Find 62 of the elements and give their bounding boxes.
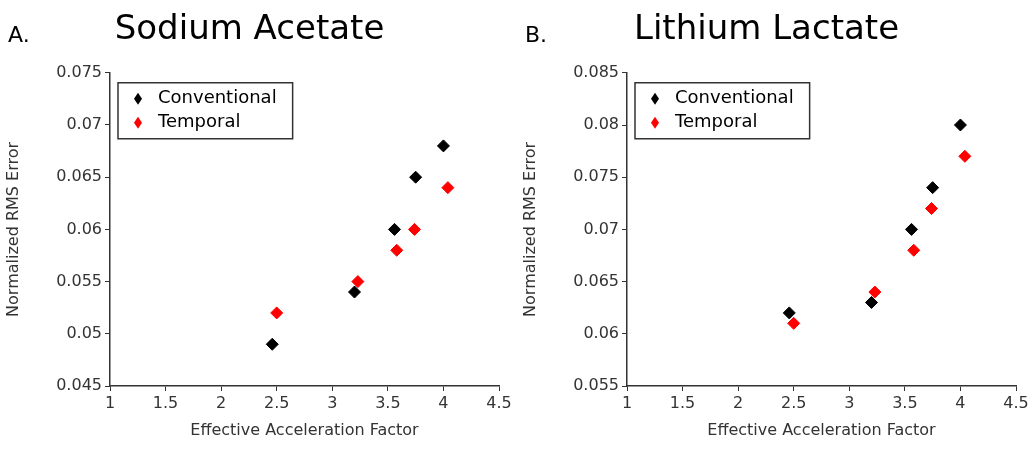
- x-tick-label: 2: [733, 392, 744, 412]
- x-tick-label: 1: [104, 392, 116, 412]
- y-tick-label: 0.085: [573, 61, 619, 81]
- point: [408, 222, 422, 236]
- point: [390, 243, 404, 257]
- x-tick-label: 1.5: [669, 392, 696, 412]
- x-tick-label: 3.5: [892, 392, 918, 412]
- x-tick-label: 4.5: [1003, 392, 1029, 412]
- y-tick-label: 0.065: [56, 166, 102, 186]
- y-tick-label: 0.08: [583, 114, 619, 134]
- point: [926, 181, 940, 195]
- x-tick-label: 2.5: [780, 392, 807, 412]
- y-axis-title: Normalized RMS Error: [519, 141, 539, 317]
- y-tick-label: 0.045: [56, 375, 102, 395]
- point: [348, 285, 362, 299]
- y-tick-label: 0.055: [573, 375, 619, 395]
- x-tick-label: 2.5: [263, 392, 290, 412]
- y-tick-label: 0.06: [66, 218, 102, 238]
- y-tick-label: 0.07: [583, 218, 619, 238]
- x-axis-title: Effective Acceleration Factor: [190, 419, 420, 439]
- point: [436, 139, 450, 153]
- point: [865, 295, 879, 309]
- y-axis-title: Normalized RMS Error: [2, 141, 22, 317]
- y-tick-label: 0.06: [583, 322, 619, 342]
- y-tick-label: 0.075: [56, 61, 102, 81]
- point: [351, 275, 365, 289]
- x-tick-label: 4: [955, 392, 966, 412]
- y-tick-label: 0.065: [573, 270, 619, 290]
- legend-label: Temporal: [157, 110, 241, 132]
- point: [953, 118, 967, 132]
- point: [905, 222, 919, 236]
- y-tick-label: 0.05: [66, 322, 102, 342]
- point: [265, 337, 279, 351]
- legend-label: Temporal: [674, 110, 758, 132]
- x-tick-label: 2: [216, 392, 227, 412]
- x-tick-label: 3.5: [375, 392, 401, 412]
- point: [787, 316, 801, 330]
- chart-title: Lithium Lactate: [633, 7, 900, 48]
- x-tick-label: 4: [438, 392, 449, 412]
- x-tick-label: 3: [844, 392, 855, 412]
- point: [441, 181, 455, 195]
- point: [907, 243, 921, 257]
- point: [270, 306, 284, 320]
- x-tick-label: 1: [621, 392, 633, 412]
- point: [868, 285, 882, 299]
- x-tick-label: 3: [327, 392, 338, 412]
- text: A.: [8, 22, 30, 47]
- point: [958, 149, 972, 163]
- point: [925, 202, 939, 216]
- point: [409, 170, 423, 184]
- y-tick-label: 0.055: [56, 270, 102, 290]
- chart-title: Sodium Acetate: [114, 7, 385, 48]
- legend-label: Conventional: [158, 86, 277, 108]
- legend-label: Conventional: [675, 86, 794, 108]
- point: [388, 222, 402, 236]
- x-tick-label: 1.5: [152, 392, 179, 412]
- y-tick-label: 0.07: [66, 114, 102, 134]
- y-tick-label: 0.075: [573, 166, 619, 186]
- text: B.: [525, 22, 548, 47]
- x-axis-title: Effective Acceleration Factor: [707, 419, 937, 439]
- point: [782, 306, 796, 320]
- x-tick-label: 4.5: [486, 392, 512, 412]
